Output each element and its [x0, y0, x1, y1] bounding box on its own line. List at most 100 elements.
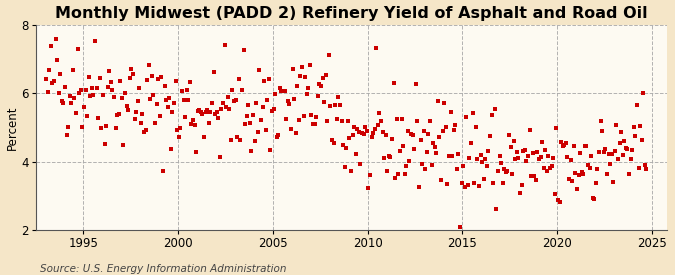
Point — [593, 150, 604, 155]
Point — [630, 134, 641, 139]
Point — [400, 172, 410, 177]
Point — [177, 89, 188, 93]
Point — [434, 135, 445, 139]
Point — [208, 70, 219, 74]
Point — [78, 105, 89, 109]
Point — [317, 75, 328, 80]
Point — [142, 78, 153, 82]
Point — [221, 104, 232, 109]
Point — [412, 119, 423, 124]
Point — [246, 148, 257, 153]
Point — [576, 169, 587, 174]
Point — [466, 141, 477, 145]
Point — [374, 111, 385, 116]
Point — [304, 63, 315, 68]
Point — [619, 138, 630, 143]
Point — [265, 148, 276, 153]
Point — [189, 123, 200, 128]
Point — [565, 158, 576, 162]
Point — [559, 143, 570, 148]
Point — [234, 77, 244, 81]
Point — [379, 156, 389, 160]
Point — [236, 88, 247, 92]
Point — [107, 87, 118, 92]
Point — [53, 90, 64, 95]
Point — [603, 152, 614, 156]
Point — [257, 105, 268, 109]
Text: Source: U.S. Energy Information Administration: Source: U.S. Energy Information Administ… — [40, 264, 287, 274]
Point — [55, 72, 65, 76]
Point — [606, 152, 617, 156]
Point — [493, 169, 504, 173]
Point — [591, 181, 601, 185]
Point — [366, 135, 377, 140]
Point — [219, 42, 230, 47]
Point — [313, 94, 323, 98]
Point — [368, 131, 379, 135]
Point — [200, 110, 211, 114]
Point — [494, 154, 505, 158]
Point — [500, 170, 511, 174]
Point — [225, 138, 236, 142]
Point — [248, 113, 259, 117]
Point — [161, 98, 171, 102]
Point — [271, 135, 282, 139]
Point — [165, 147, 176, 152]
Point — [128, 72, 138, 76]
Point — [526, 174, 537, 178]
Point — [385, 155, 396, 160]
Point — [157, 169, 168, 173]
Point — [309, 122, 320, 126]
Point — [188, 118, 198, 122]
Point — [276, 88, 287, 93]
Point — [298, 113, 309, 118]
Point — [43, 90, 53, 94]
Point — [134, 86, 144, 91]
Point — [355, 161, 366, 166]
Point — [586, 153, 597, 158]
Point — [502, 169, 513, 173]
Point — [543, 154, 554, 158]
Point — [145, 97, 156, 101]
Point — [360, 125, 371, 129]
Point — [638, 91, 649, 95]
Point — [491, 207, 502, 211]
Point — [560, 141, 571, 145]
Point — [131, 109, 142, 114]
Point — [470, 125, 481, 129]
Point — [641, 167, 652, 172]
Point — [531, 178, 541, 182]
Point — [383, 153, 394, 158]
Point — [628, 125, 639, 130]
Point — [290, 131, 301, 136]
Point — [252, 130, 263, 134]
Point — [178, 98, 189, 103]
Point — [373, 122, 383, 127]
Point — [90, 39, 101, 43]
Point — [244, 120, 255, 125]
Point — [524, 128, 535, 132]
Point — [249, 139, 260, 144]
Point — [308, 122, 319, 127]
Point — [254, 67, 265, 72]
Point — [573, 172, 584, 177]
Point — [583, 163, 593, 167]
Point — [286, 127, 296, 131]
Point — [153, 77, 163, 81]
Point — [136, 121, 146, 125]
Point — [241, 114, 252, 119]
Point — [137, 112, 148, 116]
Point — [268, 106, 279, 111]
Point — [574, 151, 585, 156]
Point — [634, 124, 645, 128]
Point — [410, 82, 421, 86]
Point — [275, 86, 286, 90]
Point — [481, 164, 492, 168]
Point — [138, 130, 149, 134]
Point — [123, 108, 134, 112]
Point — [477, 160, 487, 164]
Point — [556, 140, 566, 144]
Point — [495, 161, 506, 166]
Point — [401, 164, 412, 168]
Point — [156, 75, 167, 79]
